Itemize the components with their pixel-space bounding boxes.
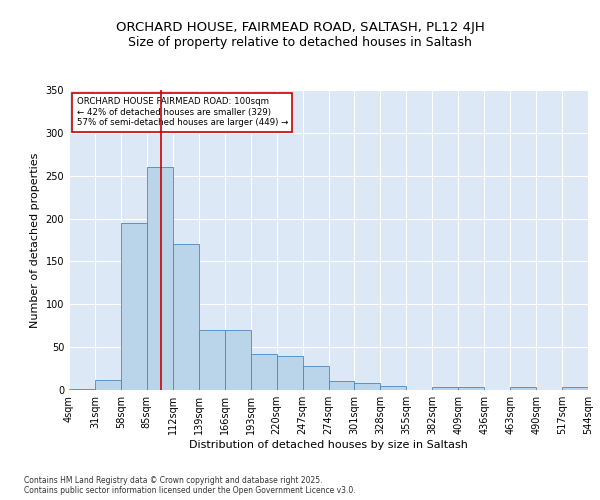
Bar [458, 386, 484, 390]
Bar [147, 167, 173, 390]
Bar [199, 330, 224, 390]
Bar [302, 366, 329, 390]
Text: ORCHARD HOUSE, FAIRMEAD ROAD, SALTASH, PL12 4JH: ORCHARD HOUSE, FAIRMEAD ROAD, SALTASH, P… [116, 21, 484, 34]
Bar [277, 356, 302, 390]
Bar [355, 383, 380, 390]
Bar [329, 382, 355, 390]
Bar [224, 330, 251, 390]
Bar [95, 380, 121, 390]
Bar [432, 386, 458, 390]
Y-axis label: Number of detached properties: Number of detached properties [30, 152, 40, 328]
Bar [251, 354, 277, 390]
Bar [562, 386, 588, 390]
Bar [380, 386, 406, 390]
X-axis label: Distribution of detached houses by size in Saltash: Distribution of detached houses by size … [189, 440, 468, 450]
Bar [69, 389, 95, 390]
Bar [510, 388, 536, 390]
Bar [121, 223, 147, 390]
Text: ORCHARD HOUSE FAIRMEAD ROAD: 100sqm
← 42% of detached houses are smaller (329)
5: ORCHARD HOUSE FAIRMEAD ROAD: 100sqm ← 42… [77, 98, 288, 128]
Text: Size of property relative to detached houses in Saltash: Size of property relative to detached ho… [128, 36, 472, 49]
Text: Contains HM Land Registry data © Crown copyright and database right 2025.
Contai: Contains HM Land Registry data © Crown c… [24, 476, 356, 495]
Bar [173, 244, 199, 390]
